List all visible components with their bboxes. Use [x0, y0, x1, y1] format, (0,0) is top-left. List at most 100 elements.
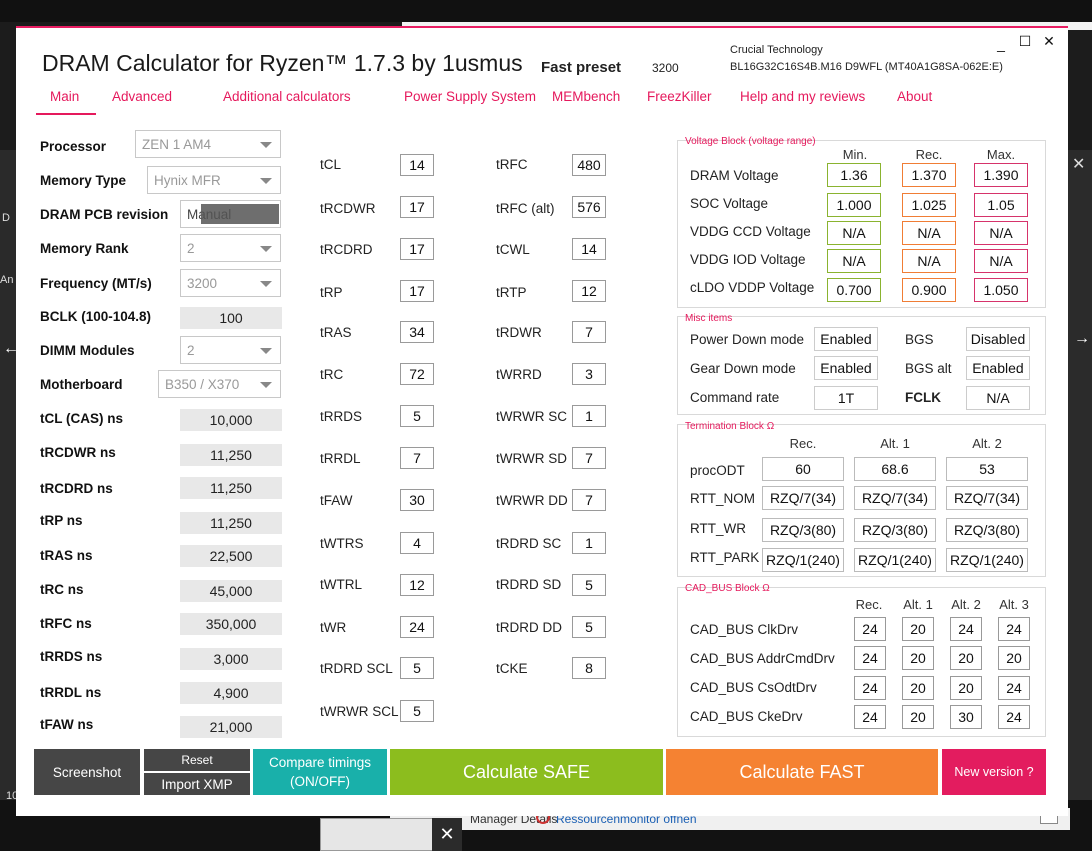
- cadbus-value: 20: [950, 676, 982, 700]
- voltage-rec: 1.025: [902, 193, 956, 217]
- voltage-rec: 1.370: [902, 163, 956, 187]
- timing-value[interactable]: 30: [400, 489, 434, 511]
- column-header: Max.: [986, 147, 1016, 162]
- voltage-label: cLDO VDDP Voltage: [690, 280, 815, 295]
- tab-additional-calculators[interactable]: Additional calculators: [223, 89, 351, 104]
- timing-label: tRRDL: [320, 451, 361, 466]
- dimm-modules-select[interactable]: 2: [180, 336, 281, 364]
- timing-value[interactable]: 7: [572, 489, 606, 511]
- timing-value[interactable]: 480: [572, 154, 606, 176]
- minimize-icon[interactable]: _: [997, 36, 1005, 52]
- timing-value[interactable]: 7: [572, 447, 606, 469]
- frequency-select[interactable]: 3200: [180, 269, 281, 297]
- tab-power-supply-system[interactable]: Power Supply System: [404, 89, 537, 104]
- calculate-safe-button[interactable]: Calculate SAFE: [390, 749, 663, 795]
- screenshot-button[interactable]: Screenshot: [34, 749, 140, 795]
- background-text: 10: [6, 790, 19, 802]
- motherboard-value: B350 / X370: [165, 377, 240, 392]
- tab-advanced[interactable]: Advanced: [112, 89, 173, 104]
- timing-value[interactable]: 17: [400, 196, 434, 218]
- timing-label: tRDRD SD: [496, 577, 562, 592]
- timing-value[interactable]: 8: [572, 657, 606, 679]
- compare-timings-button[interactable]: Compare timings (ON/OFF): [253, 749, 387, 795]
- cadbus-value: 24: [998, 676, 1030, 700]
- chevron-down-icon: [260, 246, 272, 252]
- tab-freezkiller[interactable]: FreezKiller: [647, 89, 712, 104]
- tab-about[interactable]: About: [897, 89, 933, 104]
- reset-button[interactable]: Reset: [144, 749, 250, 771]
- memory-rank-select[interactable]: 2: [180, 234, 281, 262]
- new-version-button[interactable]: New version ?: [942, 749, 1046, 795]
- timing-value[interactable]: 7: [400, 447, 434, 469]
- timing-value[interactable]: 5: [400, 700, 434, 722]
- cadbus-label: CAD_BUS ClkDrv: [690, 622, 799, 637]
- window-accent-bar: [16, 26, 1068, 29]
- termination-value: RZQ/1(240): [762, 548, 844, 572]
- bclk-input[interactable]: 100: [180, 307, 282, 329]
- tab-help-and-reviews[interactable]: Help and my reviews: [740, 89, 866, 104]
- ns-label: tRRDS ns: [40, 649, 103, 664]
- processor-value: ZEN 1 AM4: [142, 137, 212, 152]
- timing-value[interactable]: 1: [572, 405, 606, 427]
- column-header: Alt. 3: [999, 597, 1029, 612]
- processor-select[interactable]: ZEN 1 AM4: [135, 130, 281, 158]
- timing-value[interactable]: 4: [400, 532, 434, 554]
- timing-label: tWRWR DD: [496, 493, 568, 508]
- cadbus-value: 24: [854, 617, 886, 641]
- voltage-min: 1.36: [827, 163, 881, 187]
- timing-value[interactable]: 17: [400, 238, 434, 260]
- timing-value[interactable]: 5: [400, 657, 434, 679]
- timing-label: tRAS: [320, 325, 352, 340]
- memory-rank-value: 2: [187, 241, 195, 256]
- memory-type-select[interactable]: Hynix MFR: [147, 166, 281, 194]
- timing-value[interactable]: 72: [400, 363, 434, 385]
- dimm-modules-label: DIMM Modules: [40, 343, 135, 358]
- calculate-fast-button[interactable]: Calculate FAST: [666, 749, 938, 795]
- timing-label: tRDRD SCL: [320, 661, 393, 676]
- timing-value[interactable]: 12: [572, 280, 606, 302]
- timing-label: tRCDWR: [320, 201, 376, 216]
- import-xmp-button[interactable]: Import XMP: [144, 773, 250, 795]
- timing-value[interactable]: 576: [572, 196, 606, 218]
- timing-value[interactable]: 34: [400, 321, 434, 343]
- voltage-max: 1.050: [974, 278, 1028, 302]
- termination-label: RTT_NOM: [690, 491, 756, 506]
- fast-preset-label: Fast preset: [541, 59, 622, 76]
- pcb-revision-select[interactable]: Manual: [180, 200, 281, 228]
- timing-value[interactable]: 5: [400, 405, 434, 427]
- desktop-top-bar: [0, 0, 1092, 22]
- cadbus-value: 20: [902, 617, 934, 641]
- ns-label: tFAW ns: [40, 717, 94, 732]
- timing-label: tFAW: [320, 493, 353, 508]
- close-icon[interactable]: ✕: [432, 818, 462, 851]
- timing-value[interactable]: 14: [572, 238, 606, 260]
- timing-value[interactable]: 5: [572, 574, 606, 596]
- timing-value[interactable]: 7: [572, 321, 606, 343]
- motherboard-select[interactable]: B350 / X370: [158, 370, 281, 398]
- timing-value[interactable]: 3: [572, 363, 606, 385]
- cadbus-value: 20: [950, 646, 982, 670]
- command-rate-label: Command rate: [690, 390, 780, 405]
- timing-value[interactable]: 5: [572, 616, 606, 638]
- column-header: Alt. 1: [880, 436, 910, 451]
- timing-value[interactable]: 12: [400, 574, 434, 596]
- timing-value[interactable]: 17: [400, 280, 434, 302]
- frequency-label: Frequency (MT/s): [40, 276, 152, 291]
- timing-value[interactable]: 1: [572, 532, 606, 554]
- tab-membench[interactable]: MEMbench: [552, 89, 621, 104]
- voltage-max: N/A: [974, 221, 1028, 245]
- voltage-block-title: Voltage Block (voltage range): [685, 136, 816, 147]
- maximize-icon[interactable]: ☐: [1018, 33, 1032, 49]
- command-rate-value: 1T: [814, 386, 878, 410]
- column-header: Rec.: [915, 147, 943, 162]
- voltage-max: N/A: [974, 249, 1028, 273]
- tab-main[interactable]: Main: [50, 89, 80, 104]
- timing-value[interactable]: 14: [400, 154, 434, 176]
- timing-value[interactable]: 24: [400, 616, 434, 638]
- bgs-alt-label: BGS alt: [905, 361, 952, 376]
- cadbus-value: 20: [998, 646, 1030, 670]
- close-icon[interactable]: ✕: [1043, 33, 1055, 49]
- timing-label: tRDRD SC: [496, 536, 562, 551]
- ns-label: tRP ns: [40, 513, 83, 528]
- memory-manufacturer: Crucial Technology: [730, 44, 823, 56]
